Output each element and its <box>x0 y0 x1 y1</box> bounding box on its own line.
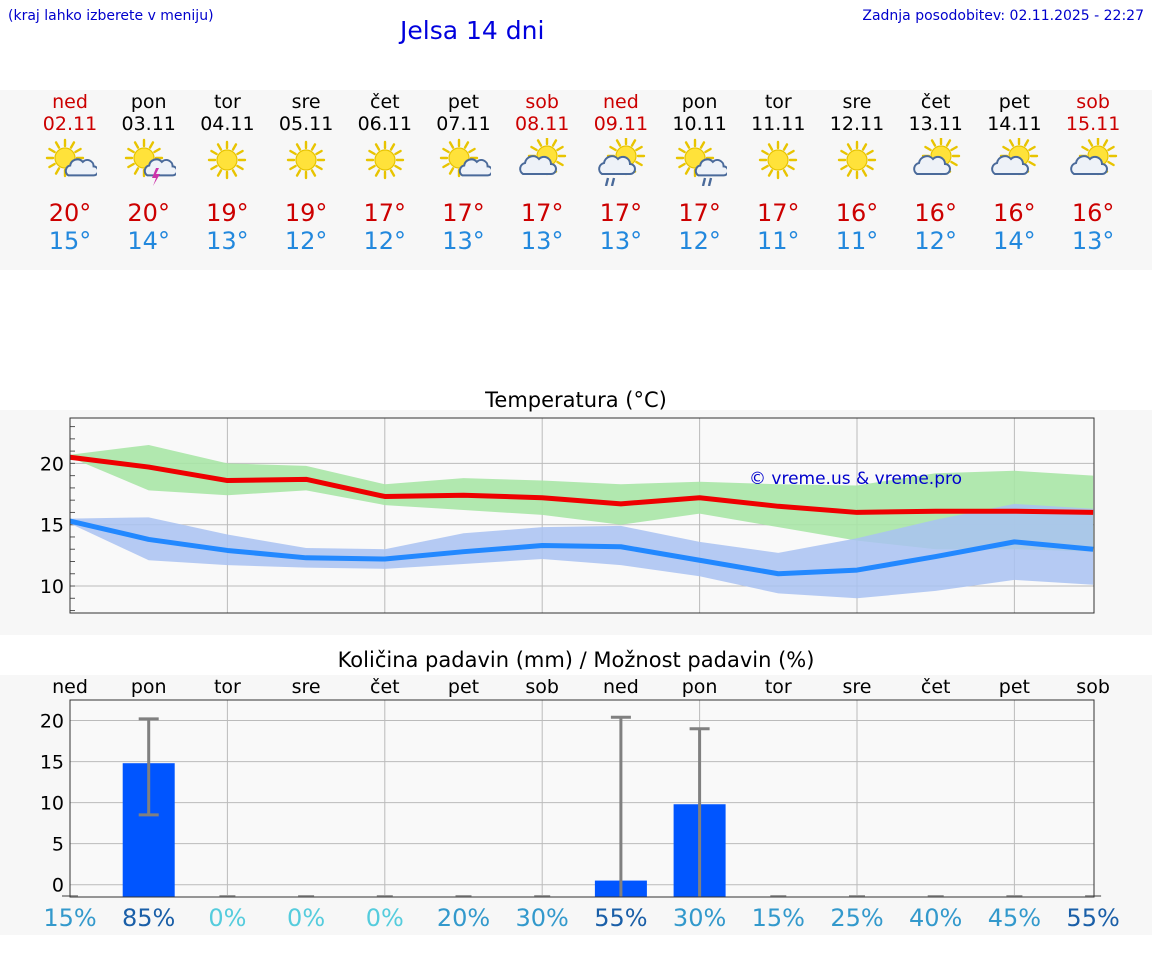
day-name: sre <box>291 91 321 113</box>
max-temp: 17° <box>363 199 407 227</box>
max-temp: 20° <box>48 199 92 227</box>
cloud-sun-icon <box>1070 138 1118 176</box>
min-temp: 14° <box>993 227 1036 255</box>
day-name: ned <box>602 91 639 113</box>
day-name: sob <box>1076 91 1110 113</box>
day-date: 12.11 <box>829 113 885 135</box>
day-date: 09.11 <box>593 113 649 135</box>
day-name: tor <box>764 91 792 113</box>
last-updated: Zadnja posodobitev: 02.11.2025 - 22:27 <box>862 8 1144 24</box>
hint-text: (kraj lahko izberete v meniju) <box>8 8 214 24</box>
day-date: 13.11 <box>908 113 963 135</box>
min-temp: 13° <box>1071 227 1115 255</box>
day-name: ned <box>52 91 88 113</box>
sun-icon <box>837 140 877 180</box>
day-name: sre <box>842 91 872 113</box>
day-date: 02.11 <box>42 113 98 135</box>
max-temp: 17° <box>757 199 800 227</box>
day-name: pon <box>681 91 718 113</box>
sun-cloud-icon <box>439 138 491 178</box>
max-temp: 16° <box>914 199 957 227</box>
day-date: 03.11 <box>121 113 176 135</box>
min-temp: 13° <box>520 227 564 255</box>
max-temp: 16° <box>993 199 1036 227</box>
min-temp: 12° <box>284 227 328 255</box>
sun-cloud-icon <box>45 138 97 178</box>
max-temp: 17° <box>678 199 721 227</box>
min-temp: 13° <box>599 227 643 255</box>
cloud-sun-icon <box>912 138 960 176</box>
sun-icon <box>286 140 326 180</box>
temp-chart-title: Temperatura (°C) <box>485 388 667 412</box>
day-date: 08.11 <box>514 113 570 135</box>
max-temp: 19° <box>206 199 249 227</box>
temp-chart-band <box>0 410 1152 635</box>
sun-cloud-lightning-icon <box>124 138 176 186</box>
max-temp: 16° <box>835 199 879 227</box>
day-date: 15.11 <box>1065 113 1121 135</box>
max-temp: 20° <box>127 199 170 227</box>
day-name: pon <box>130 91 167 113</box>
day-date: 14.11 <box>987 113 1042 135</box>
day-name: čet <box>920 91 951 113</box>
cloud-sun-icon <box>519 138 567 176</box>
precip-chart-band <box>0 675 1152 935</box>
min-temp: 11° <box>835 227 879 255</box>
day-name: čet <box>370 91 400 113</box>
sun-icon <box>365 140 404 180</box>
min-temp: 14° <box>127 227 170 255</box>
min-temp: 12° <box>678 227 721 255</box>
sun-cloud-rain-icon <box>675 138 727 186</box>
page-title: Jelsa 14 dni <box>400 16 545 45</box>
day-date: 07.11 <box>436 113 491 135</box>
max-temp: 17° <box>520 199 564 227</box>
day-date: 10.11 <box>672 113 727 135</box>
cloud-sun-icon <box>991 138 1039 176</box>
day-date: 11.11 <box>751 113 806 135</box>
day-name: tor <box>213 91 241 113</box>
day-date: 06.11 <box>357 113 412 135</box>
cloud-sun-rain-icon <box>598 138 646 186</box>
min-temp: 11° <box>757 227 800 255</box>
min-temp: 12° <box>914 227 957 255</box>
precip-chart-title: Količina padavin (mm) / Možnost padavin … <box>337 648 815 672</box>
sun-icon <box>208 140 247 180</box>
sun-icon <box>759 140 798 180</box>
day-name: sob <box>525 91 559 113</box>
max-temp: 19° <box>284 199 328 227</box>
day-name: pet <box>447 91 480 113</box>
day-name: pet <box>998 91 1030 113</box>
max-temp: 17° <box>599 199 643 227</box>
min-temp: 15° <box>48 227 92 255</box>
min-temp: 13° <box>206 227 249 255</box>
min-temp: 13° <box>442 227 485 255</box>
min-temp: 12° <box>363 227 407 255</box>
forecast-strip <box>0 90 1152 270</box>
max-temp: 16° <box>1071 199 1115 227</box>
max-temp: 17° <box>442 199 485 227</box>
day-date: 05.11 <box>278 113 334 135</box>
day-date: 04.11 <box>200 113 255 135</box>
